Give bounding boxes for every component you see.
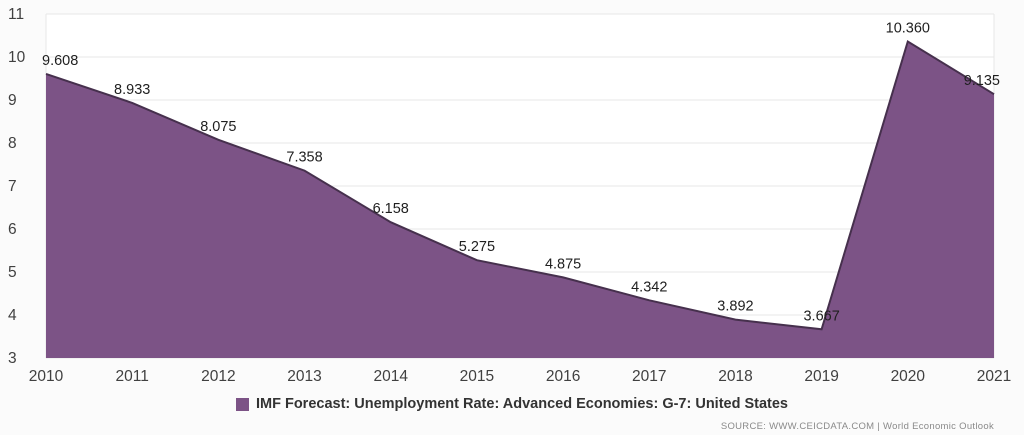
svg-text:3.667: 3.667 <box>803 308 839 324</box>
source-attribution: SOURCE: WWW.CEICDATA.COM | World Economi… <box>720 421 994 432</box>
svg-text:7: 7 <box>8 178 17 195</box>
svg-text:8.933: 8.933 <box>114 82 150 98</box>
svg-text:4.342: 4.342 <box>631 279 667 295</box>
svg-text:6: 6 <box>8 221 17 238</box>
area-chart-svg: 11 10 9 8 7 6 5 4 3 2010 2011 2012 2013 2014 2015 2016 2… <box>8 6 1012 385</box>
svg-text:2021: 2021 <box>977 368 1011 385</box>
svg-text:3: 3 <box>8 350 17 367</box>
svg-text:3.892: 3.892 <box>717 299 753 315</box>
svg-text:9: 9 <box>8 92 17 109</box>
legend-swatch <box>235 397 249 411</box>
svg-text:8: 8 <box>8 135 17 152</box>
svg-text:5: 5 <box>8 264 17 281</box>
svg-text:6.158: 6.158 <box>373 201 409 217</box>
svg-text:9.135: 9.135 <box>964 73 1000 89</box>
svg-text:10: 10 <box>8 49 26 66</box>
svg-text:2012: 2012 <box>201 368 235 385</box>
svg-text:9.608: 9.608 <box>42 53 78 69</box>
svg-text:11: 11 <box>8 6 24 23</box>
svg-text:2011: 2011 <box>116 368 149 385</box>
svg-text:2016: 2016 <box>546 368 580 385</box>
svg-text:7.358: 7.358 <box>286 150 322 166</box>
svg-text:2014: 2014 <box>373 368 408 385</box>
svg-text:2020: 2020 <box>891 368 926 385</box>
svg-text:10.360: 10.360 <box>886 21 930 37</box>
svg-text:2015: 2015 <box>460 368 494 385</box>
svg-text:2019: 2019 <box>804 368 838 385</box>
svg-text:5.275: 5.275 <box>459 239 495 255</box>
legend-item[interactable]: IMF Forecast: Unemployment Rate: Advance… <box>0 396 1024 412</box>
svg-text:2017: 2017 <box>632 368 666 385</box>
svg-text:4: 4 <box>8 307 17 324</box>
svg-text:2010: 2010 <box>29 368 64 385</box>
svg-text:8.075: 8.075 <box>200 119 236 135</box>
svg-text:4.875: 4.875 <box>545 256 581 272</box>
area-chart: 11 10 9 8 7 6 5 4 3 2010 2011 2012 2013 2014 2015 2016 2… <box>8 6 1012 385</box>
legend-label: IMF Forecast: Unemployment Rate: Advance… <box>255 396 789 412</box>
svg-text:2018: 2018 <box>718 368 752 385</box>
svg-text:2013: 2013 <box>287 368 321 385</box>
